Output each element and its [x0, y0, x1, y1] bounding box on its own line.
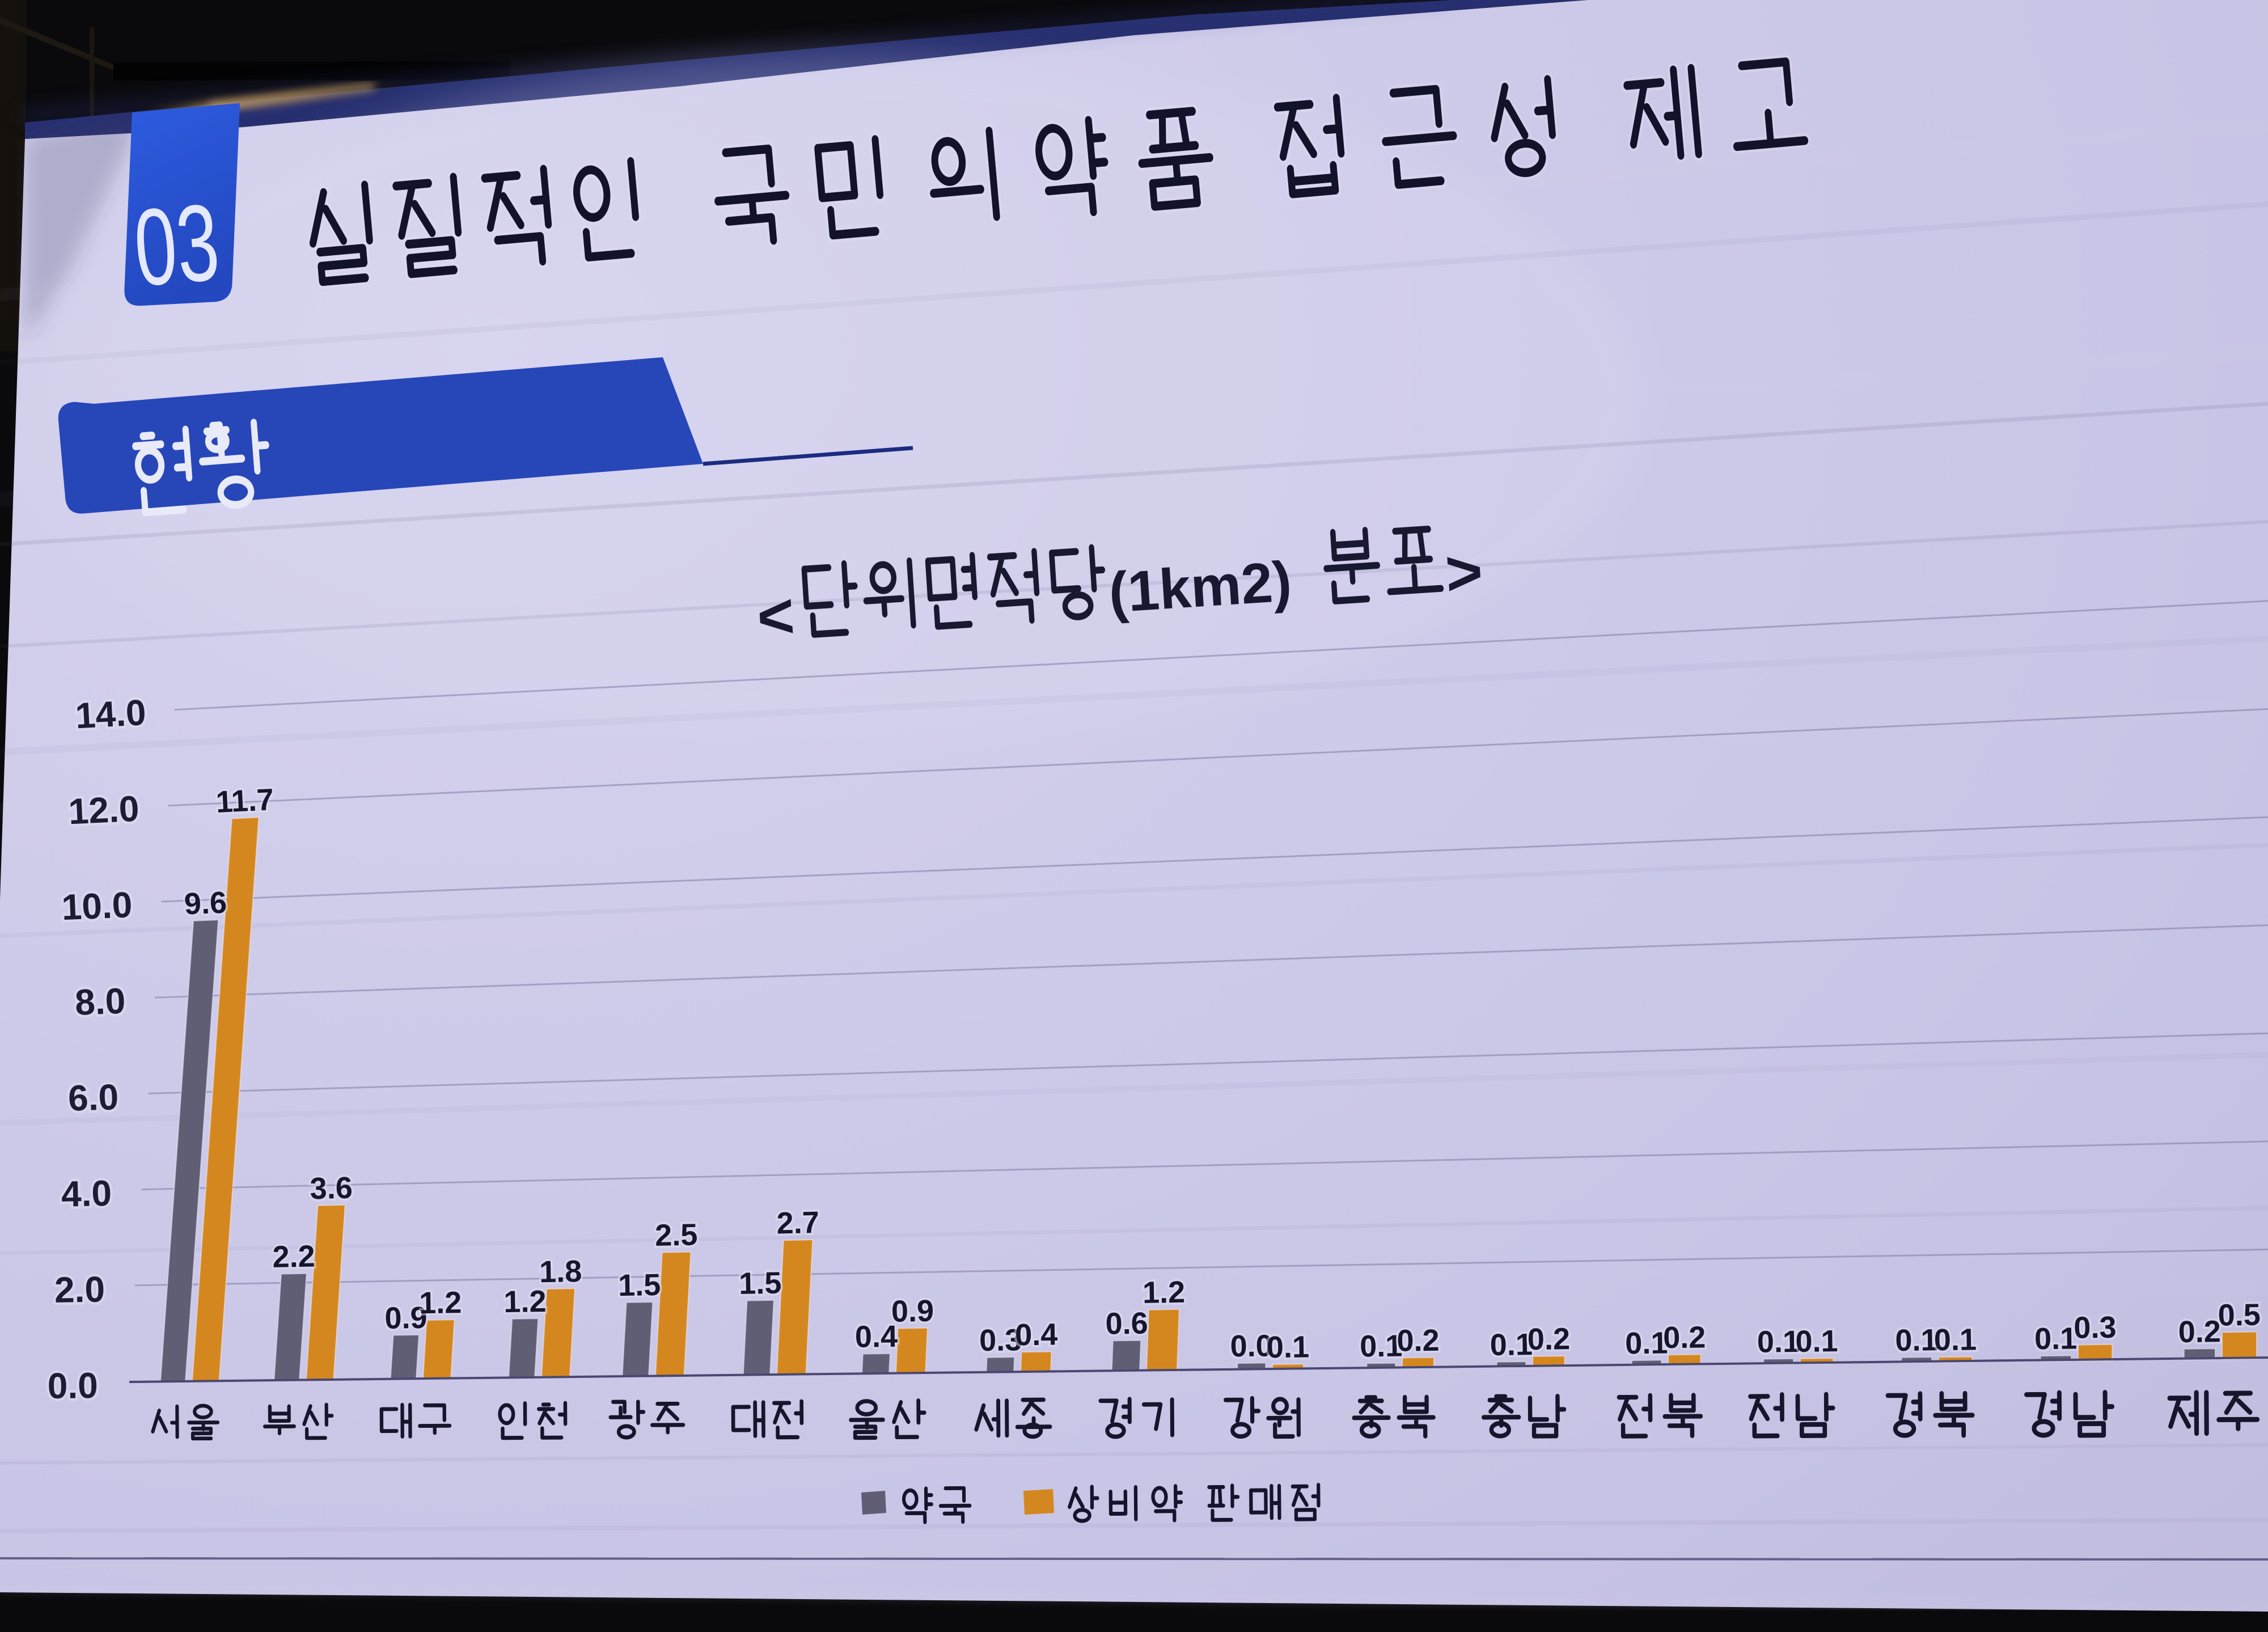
svg-text:0.4: 0.4 — [855, 1320, 898, 1354]
svg-text:0.1: 0.1 — [1757, 1325, 1800, 1359]
svg-text:0.1: 0.1 — [1895, 1323, 1938, 1358]
svg-text:6.0: 6.0 — [67, 1076, 119, 1119]
svg-text:3.6: 3.6 — [310, 1171, 353, 1206]
svg-text:0.1: 0.1 — [1625, 1326, 1668, 1360]
svg-text:0.0: 0.0 — [1230, 1329, 1273, 1363]
svg-text:0.2: 0.2 — [1527, 1322, 1571, 1356]
svg-text:0.2: 0.2 — [1397, 1324, 1440, 1358]
svg-text:14.0: 14.0 — [74, 692, 147, 737]
svg-text:0.1: 0.1 — [1934, 1322, 1977, 1357]
svg-text:2.0: 2.0 — [54, 1269, 105, 1310]
svg-text:8.0: 8.0 — [74, 980, 126, 1023]
svg-text:1.2: 1.2 — [419, 1286, 462, 1320]
svg-text:2.5: 2.5 — [655, 1217, 698, 1252]
svg-text:1.5: 1.5 — [618, 1268, 661, 1303]
svg-text:0.5: 0.5 — [2218, 1298, 2261, 1333]
svg-text:>: > — [1443, 536, 1484, 609]
svg-text:<: < — [755, 580, 796, 653]
svg-text:6.0: 6.0 — [67, 1076, 119, 1119]
svg-text:4.0: 4.0 — [61, 1173, 112, 1215]
svg-text:0.6: 0.6 — [1105, 1307, 1148, 1341]
svg-text:1.8: 1.8 — [539, 1254, 582, 1289]
svg-text:0.0: 0.0 — [1230, 1329, 1273, 1363]
svg-text:0.2: 0.2 — [1397, 1324, 1440, 1358]
svg-text:11.7: 11.7 — [215, 783, 274, 819]
svg-text:0.3: 0.3 — [2074, 1310, 2117, 1345]
svg-text:10.0: 10.0 — [61, 884, 133, 928]
svg-text:0.0: 0.0 — [47, 1365, 98, 1406]
svg-text:0.1: 0.1 — [1795, 1324, 1838, 1359]
svg-text:0.1: 0.1 — [1490, 1327, 1533, 1362]
svg-text:1.8: 1.8 — [539, 1254, 582, 1289]
svg-text:0.1: 0.1 — [1360, 1329, 1403, 1364]
svg-text:0.1: 0.1 — [1757, 1325, 1800, 1359]
svg-text:0.1: 0.1 — [1934, 1322, 1977, 1357]
svg-text:0.9: 0.9 — [384, 1301, 428, 1335]
svg-text:2.2: 2.2 — [272, 1240, 315, 1274]
svg-text:(1km2): (1km2) — [1107, 549, 1293, 625]
svg-text:1.5: 1.5 — [739, 1266, 782, 1301]
svg-text:2.0: 2.0 — [54, 1269, 105, 1310]
svg-text:0.1: 0.1 — [2034, 1321, 2077, 1356]
svg-text:1.5: 1.5 — [739, 1266, 782, 1301]
svg-text:0.2: 0.2 — [1663, 1320, 1706, 1355]
svg-text:0.3: 0.3 — [979, 1323, 1022, 1358]
svg-text:12.0: 12.0 — [67, 788, 140, 832]
svg-text:0.3: 0.3 — [979, 1323, 1022, 1358]
svg-text:2.2: 2.2 — [272, 1240, 315, 1274]
svg-text:1.2: 1.2 — [503, 1284, 547, 1319]
svg-text:9.6: 9.6 — [184, 886, 227, 921]
svg-text:14.0: 14.0 — [74, 692, 147, 737]
svg-text:8.0: 8.0 — [74, 980, 126, 1023]
svg-text:0.1: 0.1 — [1795, 1324, 1838, 1359]
svg-text:0.2: 0.2 — [1663, 1320, 1706, 1355]
svg-text:0.1: 0.1 — [1360, 1329, 1403, 1364]
svg-text:11.7: 11.7 — [215, 783, 274, 819]
svg-text:0.5: 0.5 — [2218, 1298, 2261, 1333]
svg-text:0.6: 0.6 — [1105, 1307, 1148, 1341]
svg-text:0.1: 0.1 — [1267, 1330, 1310, 1364]
svg-text:3.6: 3.6 — [310, 1171, 353, 1206]
svg-text:2.7: 2.7 — [776, 1206, 819, 1241]
svg-text:0.2: 0.2 — [2178, 1314, 2221, 1349]
svg-text:4.0: 4.0 — [61, 1173, 112, 1215]
svg-text:1.2: 1.2 — [419, 1286, 462, 1320]
svg-text:0.0: 0.0 — [47, 1365, 98, 1406]
svg-text:1.5: 1.5 — [618, 1268, 661, 1303]
svg-text:0.4: 0.4 — [1015, 1317, 1058, 1352]
svg-text:10.0: 10.0 — [61, 884, 133, 928]
svg-text:2.5: 2.5 — [655, 1217, 698, 1252]
svg-text:0.9: 0.9 — [891, 1294, 934, 1329]
svg-text:9.6: 9.6 — [184, 886, 227, 921]
svg-text:0.3: 0.3 — [2074, 1310, 2117, 1345]
svg-text:0.1: 0.1 — [1895, 1323, 1938, 1358]
svg-text:0.1: 0.1 — [2034, 1321, 2077, 1356]
svg-text:0.1: 0.1 — [1267, 1330, 1310, 1364]
svg-text:0.2: 0.2 — [2178, 1314, 2221, 1349]
svg-text:0.4: 0.4 — [1015, 1317, 1058, 1352]
svg-text:0.1: 0.1 — [1625, 1326, 1668, 1360]
svg-text:0.4: 0.4 — [855, 1320, 898, 1354]
svg-text:12.0: 12.0 — [67, 788, 140, 832]
svg-text:1.2: 1.2 — [1143, 1275, 1186, 1310]
svg-text:0.2: 0.2 — [1527, 1322, 1571, 1356]
svg-text:2.7: 2.7 — [776, 1206, 819, 1241]
svg-text:1.2: 1.2 — [1143, 1275, 1186, 1310]
svg-text:0.9: 0.9 — [384, 1301, 428, 1335]
svg-text:0.9: 0.9 — [891, 1294, 934, 1329]
svg-text:1.2: 1.2 — [503, 1284, 547, 1319]
svg-text:03: 03 — [130, 180, 223, 309]
svg-text:0.1: 0.1 — [1490, 1327, 1533, 1362]
